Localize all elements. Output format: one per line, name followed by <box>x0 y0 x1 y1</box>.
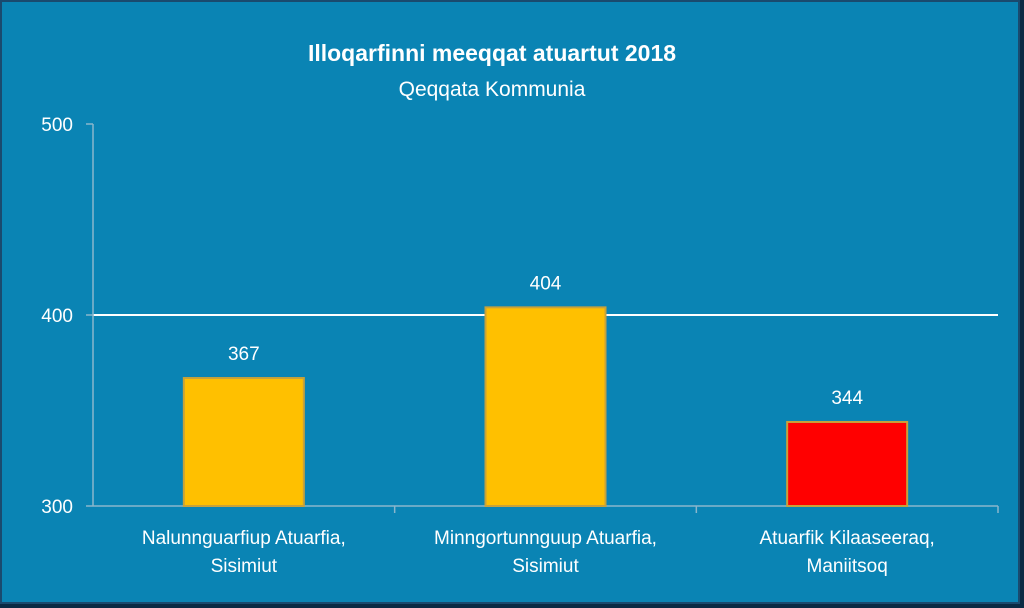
chart-title: Illoqarfinni meeqqat atuartut 2018 <box>308 40 676 66</box>
chart-subtitle: Qeqqata Kommunia <box>399 78 586 101</box>
bar <box>786 420 909 507</box>
data-label: 404 <box>530 273 562 294</box>
bar <box>484 306 607 507</box>
x-category-label: Atuarfik Kilaaseeraq, Maniitsoq <box>760 528 935 577</box>
data-label: 367 <box>228 344 260 365</box>
x-category-label-line: Atuarfik Kilaaseeraq, <box>760 528 935 549</box>
data-label: 344 <box>831 388 863 409</box>
x-category-label-line: Maniitsoq <box>807 556 888 577</box>
x-category-label-line: Minngortunnguup Atuarfia, <box>434 528 657 549</box>
y-tick-label: 400 <box>41 306 73 327</box>
x-category-label-line: Nalunnguarfiup Atuarfia, <box>142 528 346 549</box>
bar <box>182 377 305 507</box>
y-tick-label: 500 <box>41 115 73 136</box>
x-category-label-line: Sisimiut <box>211 556 278 577</box>
y-tick-label: 300 <box>41 497 73 518</box>
x-category-label: Nalunnguarfiup Atuarfia, Sisimiut <box>142 528 346 577</box>
x-category-label-line: Sisimiut <box>512 556 579 577</box>
plot-area: 300 400 500 367 Nalunnguarfiup Atuarfia, Sisi… <box>41 115 999 577</box>
x-category-label: Minngortunnguup Atuarfia, Sisimiut <box>434 528 657 577</box>
